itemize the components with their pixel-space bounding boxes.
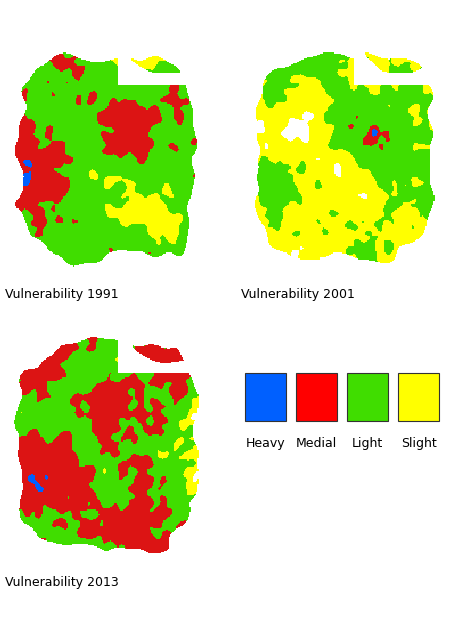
Text: Vulnerability 1991: Vulnerability 1991 [5, 288, 118, 301]
FancyBboxPatch shape [245, 373, 286, 421]
Text: Slight: Slight [400, 438, 436, 450]
Text: Heavy: Heavy [245, 438, 285, 450]
Text: Medial: Medial [295, 438, 337, 450]
Text: Vulnerability 2001: Vulnerability 2001 [241, 288, 354, 301]
FancyBboxPatch shape [347, 373, 388, 421]
Text: Light: Light [351, 438, 382, 450]
Text: Vulnerability 2013: Vulnerability 2013 [5, 576, 118, 589]
FancyBboxPatch shape [398, 373, 438, 421]
FancyBboxPatch shape [296, 373, 337, 421]
